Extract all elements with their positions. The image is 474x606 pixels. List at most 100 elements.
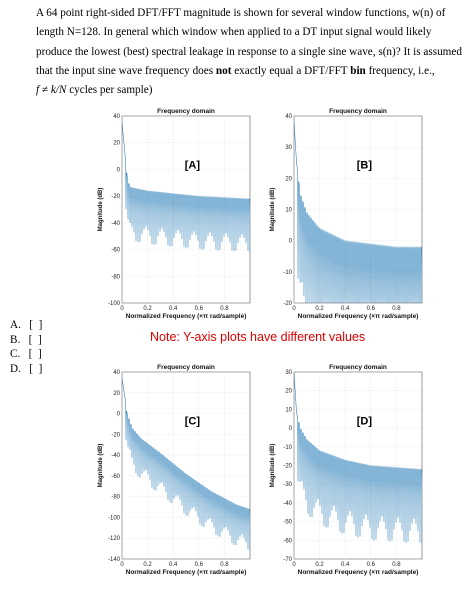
plot-b-ytick-label: 0: [289, 239, 293, 245]
option-a-label: A.: [10, 319, 21, 331]
plot-d: Frequency domain 30 20 10 0 -10 -20 -30 -40 -50 -6…: [270, 364, 423, 576]
plot-c-ytick-label: -100: [108, 515, 121, 521]
plot-c-xtick-label: 0.2: [143, 562, 152, 568]
plot-a-series-line: [122, 122, 250, 253]
plot-c-ytick-label: -140: [108, 557, 121, 563]
plot-b-ytick-label: 20: [285, 176, 292, 182]
plot-a-xtick-label: 0.4: [169, 306, 178, 312]
option-c[interactable]: C. [ ]: [10, 347, 42, 362]
option-c-label: C.: [10, 348, 21, 360]
option-b[interactable]: B. [ ]: [10, 333, 42, 348]
plot-c-xlabel: Normalized Frequency (×π rad/sample): [126, 569, 247, 576]
plot-a-ytick-label: 40: [113, 114, 120, 120]
plot-d-xlabel: Normalized Frequency (×π rad/sample): [298, 569, 419, 576]
question-line-2: length N=128. In general which window wh…: [36, 26, 432, 38]
plot-b-xtick-label: 0.6: [367, 306, 376, 312]
plot-b-xtick-label: 0.2: [315, 306, 324, 312]
plot-c-panel-label: [C]: [185, 415, 201, 427]
plot-d-ytick-label: 20: [285, 389, 292, 395]
option-c-checkbox[interactable]: [ ]: [28, 348, 42, 360]
option-d-label: D.: [10, 362, 21, 375]
plot-c-xtick-label: 0.4: [169, 562, 178, 568]
plot-d-xtick-label: 0.8: [392, 562, 401, 568]
plot-d-ytick-label: -30: [283, 482, 292, 488]
plot-d-series-line: [294, 372, 422, 545]
y-axis-note: Note: Y-axis plots have different values: [150, 330, 366, 344]
plot-a-xtick-label: 0.2: [143, 306, 152, 312]
plot-a-ylabel: Magnitude (dB): [98, 188, 104, 232]
plot-a-ytick-label: -60: [111, 248, 120, 254]
answer-options: A. [ ] B. [ ] C. [ ] D. [ ]: [10, 318, 42, 376]
plot-b-xtick-label: 0.4: [341, 306, 350, 312]
plot-d-xtick-label: 0.4: [341, 562, 350, 568]
plot-d-ytick-label: -40: [283, 501, 292, 507]
plot-c-ytick-label: -120: [108, 536, 121, 542]
plot-d-ytick-label: -50: [283, 520, 292, 526]
plot-d-xtick-label: 0.2: [315, 562, 324, 568]
plot-a-xlabel: Normalized Frequency (×π rad/sample): [126, 313, 247, 320]
plot-d-ytick-label: -70: [283, 557, 292, 563]
plot-a-ytick-label: -20: [111, 194, 120, 200]
plot-c-xtick-label: 0.6: [195, 562, 204, 568]
plot-a-ytick-label: -100: [108, 301, 121, 307]
plot-b-ytick-label: 10: [285, 208, 292, 214]
plot-c: Frequency domain 40 20 0 -20 -40 -60 -80 -100 -12…: [98, 364, 251, 576]
emphasis-bin: bin: [350, 65, 366, 77]
plot-b-ytick-label: 40: [285, 114, 292, 120]
plot-c-ytick-label: 20: [113, 391, 120, 397]
frequency-formula: f ≠ k/N: [36, 84, 67, 96]
plot-a-panel-label: [A]: [185, 159, 201, 171]
plot-b-ytick-label: -10: [283, 270, 292, 276]
plot-c-series-line: [122, 378, 250, 551]
plot-c-ytick-label: 40: [113, 370, 120, 376]
question-line-4c: exactly equal a DFT/FFT: [231, 65, 351, 77]
plot-a-title: Frequency domain: [157, 108, 215, 115]
plot-c-ylabel: Magnitude (dB): [98, 444, 104, 488]
plot-b-ylabel: Magnitude (dB): [270, 188, 276, 232]
plot-c-ytick-label: -20: [111, 432, 120, 438]
plot-c-title: Frequency domain: [157, 364, 215, 371]
plot-c-xtick-label: 0.8: [220, 562, 229, 568]
plot-a-xtick-label: 0.6: [195, 306, 204, 312]
question-line-4e: frequency, i.e.,: [365, 65, 435, 77]
plot-b-series-line: [294, 122, 422, 303]
option-a[interactable]: A. [ ]: [10, 318, 42, 333]
question-line-5-text: cycles per sample): [66, 84, 153, 96]
plot-a-ytick-label: 0: [117, 167, 121, 173]
question-line-3: produce the lowest (best) spectral leaka…: [36, 46, 462, 58]
plot-c-frame: [121, 371, 251, 560]
plot-c-ytick-label: -60: [111, 474, 120, 480]
plot-b-title: Frequency domain: [329, 108, 387, 115]
emphasis-not: not: [215, 65, 232, 77]
plot-a-xtick-label: 0: [120, 306, 124, 312]
option-d-checkbox[interactable]: [ ]: [29, 362, 43, 375]
plot-d-panel-label: [D]: [357, 415, 373, 427]
question-line-1: A 64 point right-sided DFT/FFT magnitude…: [36, 7, 446, 19]
plot-d-ylabel: Magnitude (dB): [270, 444, 276, 488]
question-line-4a: that the input sine wave frequency does: [36, 65, 216, 77]
plot-d-xtick-label: 0: [292, 562, 296, 568]
plot-a-xtick-label: 0.8: [220, 306, 229, 312]
plot-b-ytick-label: -20: [283, 301, 292, 307]
plot-d-ytick-label: 0: [289, 426, 293, 432]
plot-d-title: Frequency domain: [329, 364, 387, 371]
plot-b-xtick-label: 0.8: [392, 306, 401, 312]
plot-c-ytick-label: -40: [111, 453, 120, 459]
plot-b-panel-label: [B]: [357, 159, 373, 171]
plot-a-ytick-label: -80: [111, 274, 120, 280]
option-d[interactable]: D. [ ]: [10, 362, 42, 377]
plot-d-xtick-label: 0.6: [367, 562, 376, 568]
plot-c-ytick-label: -80: [111, 495, 120, 501]
plot-d-ytick-label: -10: [283, 445, 292, 451]
plot-d-ytick-label: 10: [285, 407, 292, 413]
plot-d-ytick-label: 30: [285, 370, 292, 376]
plot-c-xtick-label: 0: [120, 562, 124, 568]
option-a-checkbox[interactable]: [ ]: [29, 319, 43, 331]
plot-c-ytick-label: 0: [117, 412, 121, 418]
option-b-checkbox[interactable]: [ ]: [28, 333, 42, 346]
question-line-4: that the input sine wave frequency does …: [36, 65, 435, 78]
plot-b-xtick-label: 0: [292, 306, 296, 312]
plot-b-ytick-label: 30: [285, 145, 292, 151]
